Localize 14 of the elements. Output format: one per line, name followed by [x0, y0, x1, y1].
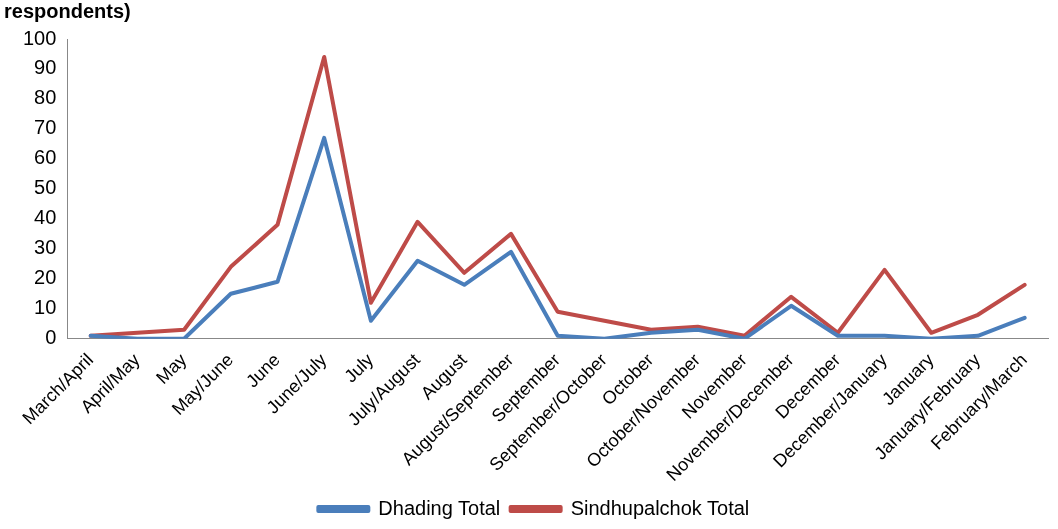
- y-tick-label: 40: [34, 206, 57, 229]
- y-tick-label: 30: [34, 236, 57, 259]
- y-tick-label: 70: [34, 116, 57, 139]
- y-tick-label: 80: [34, 86, 57, 109]
- y-tick-label: 100: [22, 26, 57, 49]
- chart-title: respondents): [4, 0, 131, 23]
- y-tick-label: 50: [34, 176, 57, 199]
- y-tick-label: 0: [45, 326, 57, 349]
- y-tick-label: 60: [34, 146, 57, 169]
- y-tick-label: 10: [34, 296, 57, 319]
- legend-label: Sindhupalchok Total: [570, 496, 750, 519]
- legend-label: Dhading Total: [378, 496, 501, 519]
- y-tick-label: 20: [34, 266, 57, 289]
- y-tick-label: 90: [34, 56, 57, 79]
